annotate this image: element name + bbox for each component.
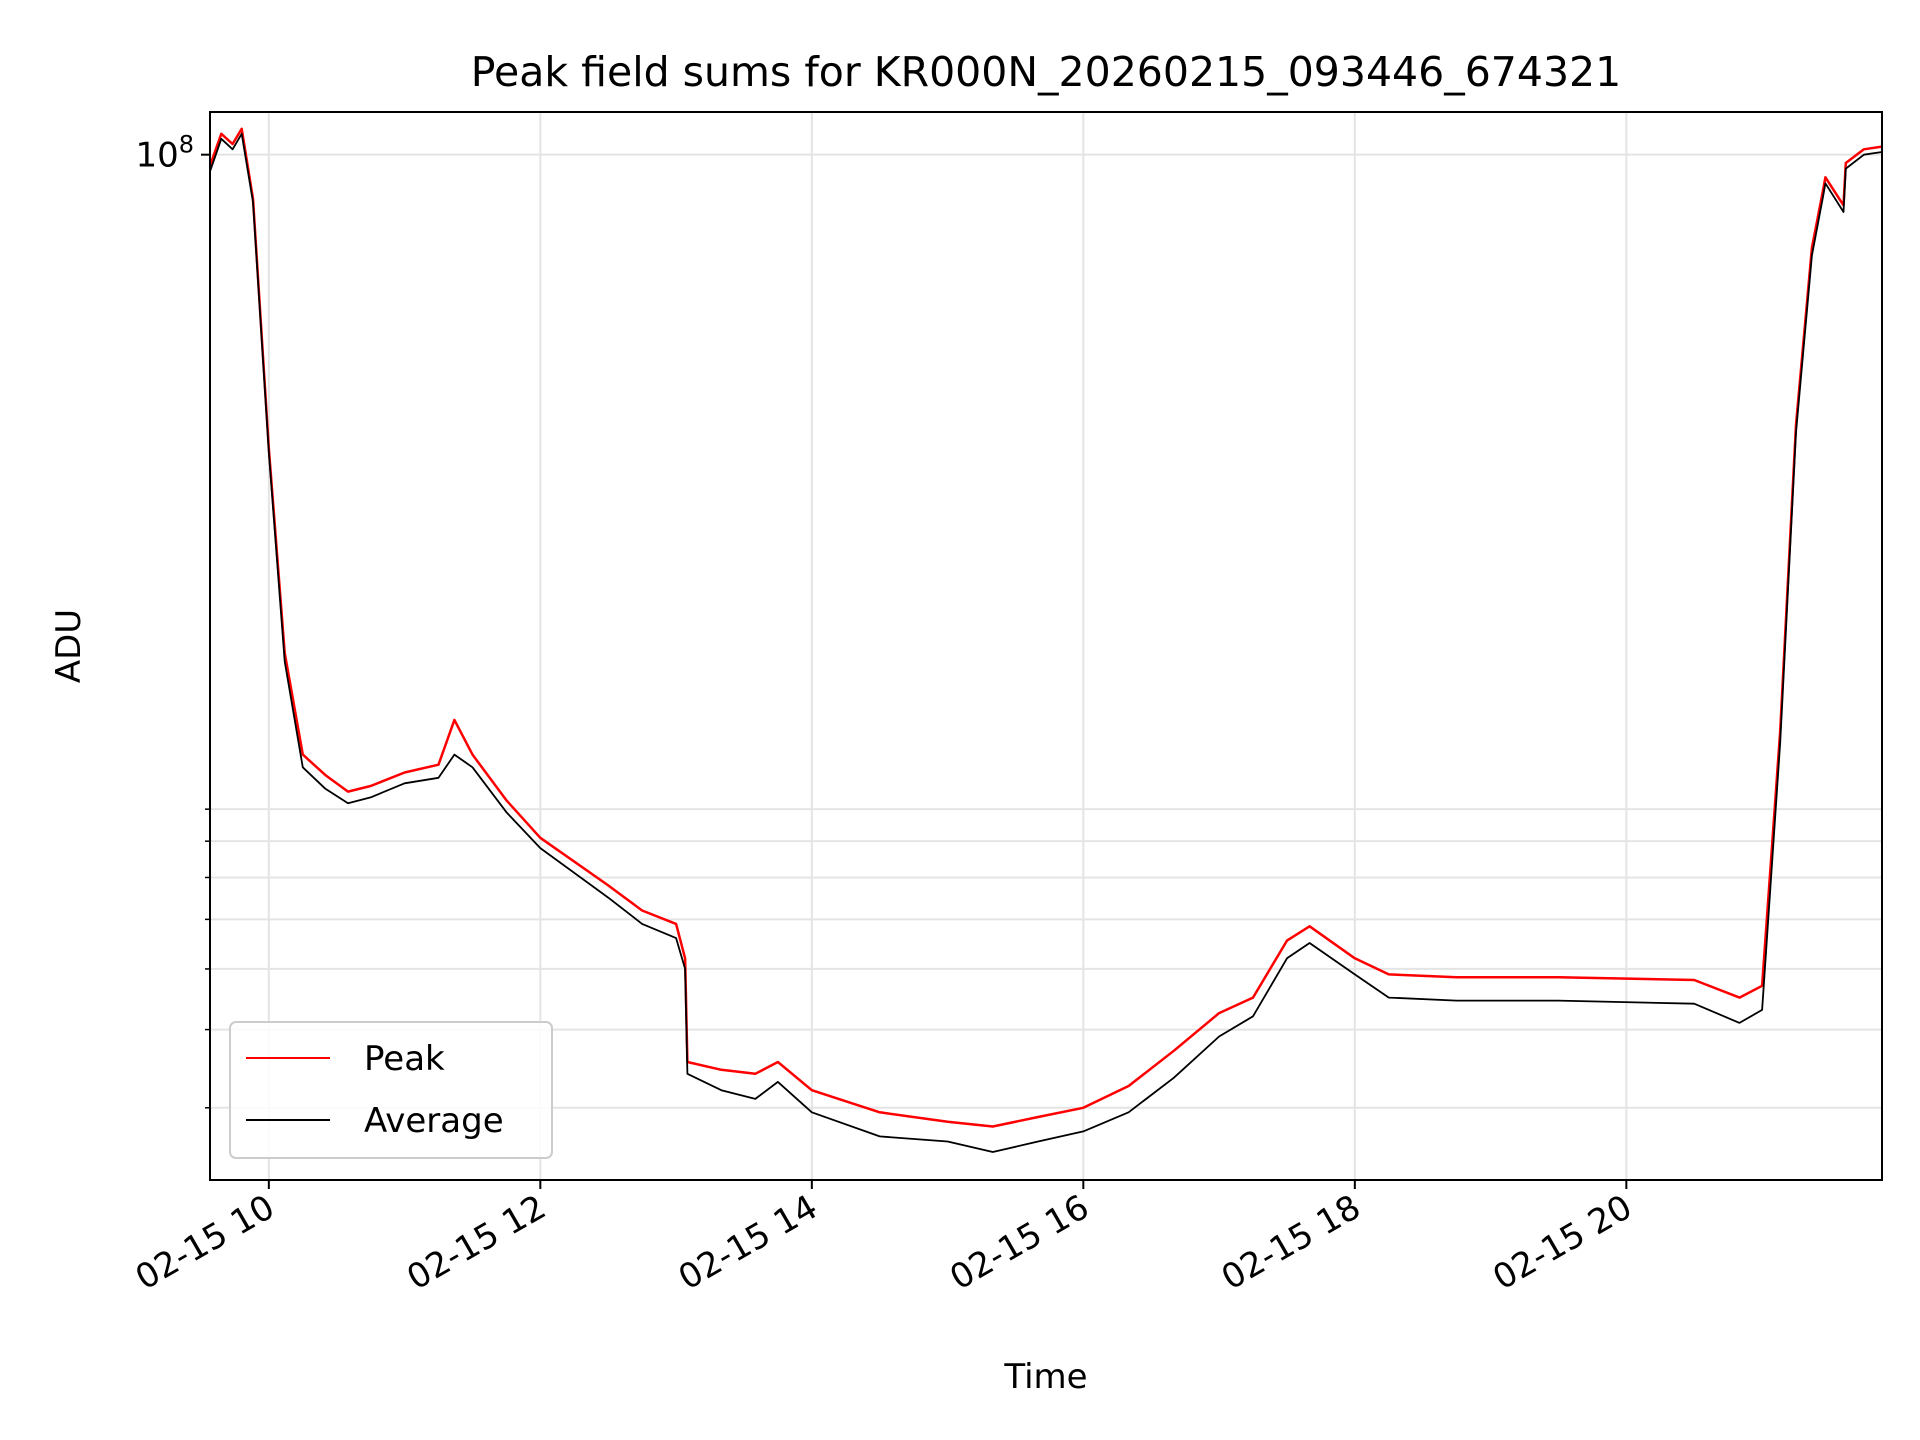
y-tick-label: 108 [135, 131, 194, 176]
legend: Peak Average [229, 1021, 553, 1159]
legend-label-peak: Peak [364, 1039, 445, 1079]
series-layer [210, 127, 1882, 1153]
y-axis: 108 [135, 131, 210, 1109]
plot-frame [209, 111, 1883, 1181]
series-line-peak [210, 127, 1882, 1128]
x-axis-label: Time [1003, 1357, 1087, 1397]
legend-box [229, 1021, 553, 1159]
grid [210, 112, 1882, 1180]
series-line-average [210, 132, 1882, 1153]
chart-title: Peak field sums for KR000N_20260215_0934… [471, 48, 1621, 96]
y-axis-label: ADU [49, 609, 89, 683]
legend-label-average: Average [364, 1101, 504, 1141]
